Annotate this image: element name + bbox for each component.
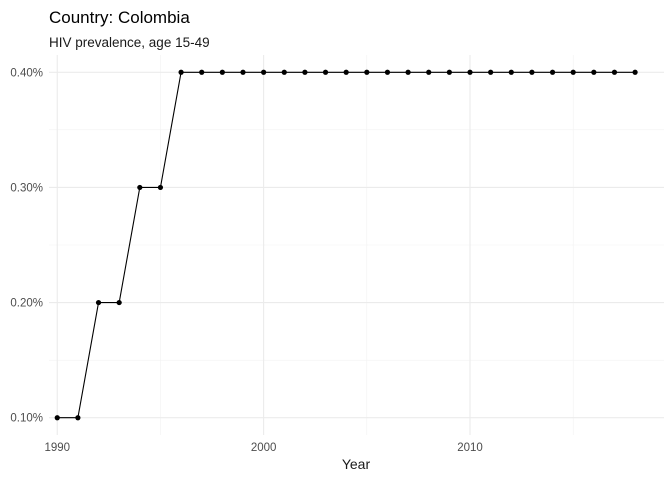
y-axis-tick-labels: 0.10% 0.20% 0.30% 0.40% xyxy=(10,67,43,424)
data-point xyxy=(384,69,391,75)
data-point xyxy=(508,69,514,75)
data-point xyxy=(549,69,556,75)
data-point xyxy=(405,69,411,75)
data-point xyxy=(137,184,143,191)
data-point xyxy=(54,415,60,421)
x-tick-label: 2010 xyxy=(457,442,483,454)
data-point xyxy=(343,69,349,75)
data-point xyxy=(364,69,370,75)
data-point xyxy=(75,415,81,421)
data-point xyxy=(95,299,102,306)
data-point xyxy=(467,69,473,75)
x-axis-title: Year xyxy=(342,456,371,472)
y-tick-label: 0.40% xyxy=(10,67,43,79)
y-tick-label: 0.10% xyxy=(10,413,43,425)
chart-subtitle: HIV prevalence, age 15-49 xyxy=(49,35,210,50)
x-tick-label: 2000 xyxy=(251,442,277,454)
data-point xyxy=(446,69,452,75)
series-group xyxy=(54,69,638,421)
data-point xyxy=(591,69,597,75)
y-tick-label: 0.20% xyxy=(10,298,43,310)
x-tick-label: 1990 xyxy=(44,442,70,454)
data-point xyxy=(529,69,535,75)
data-point xyxy=(219,69,225,75)
data-point xyxy=(199,69,205,75)
data-point xyxy=(261,69,267,75)
data-point xyxy=(322,69,329,75)
data-point xyxy=(632,69,638,75)
plot-grid xyxy=(49,55,664,435)
data-point xyxy=(240,69,246,75)
x-axis-tick-labels: 1990 2000 2010 xyxy=(44,442,482,454)
data-point xyxy=(570,69,576,75)
chart-title: Country: Colombia xyxy=(49,8,190,27)
data-point xyxy=(611,69,618,75)
data-point xyxy=(488,69,494,75)
data-point xyxy=(302,69,308,75)
data-point xyxy=(116,299,122,306)
data-point xyxy=(157,184,164,191)
data-point xyxy=(178,69,184,75)
data-point xyxy=(426,69,432,75)
y-tick-label: 0.30% xyxy=(10,182,43,194)
data-point xyxy=(281,69,287,75)
